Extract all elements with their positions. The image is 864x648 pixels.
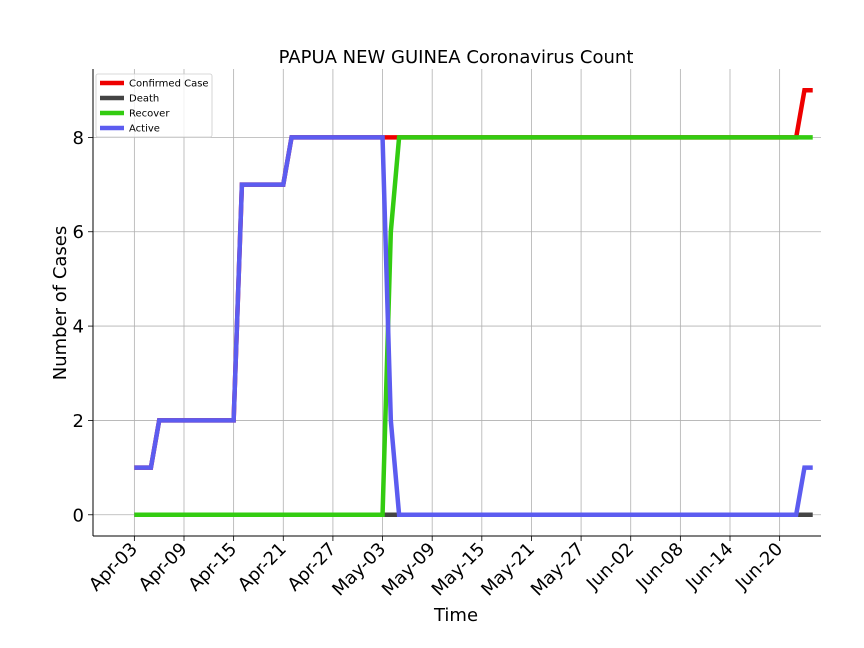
y-tick-label: 8 bbox=[73, 128, 84, 149]
x-tick-label: Apr-21 bbox=[234, 539, 291, 596]
y-tick-label: 4 bbox=[73, 317, 84, 338]
x-tick-label: Jun-14 bbox=[681, 539, 737, 595]
legend-label: Confirmed Case bbox=[129, 79, 209, 90]
x-tick-label: Jun-08 bbox=[632, 539, 688, 595]
legend-label: Death bbox=[129, 94, 159, 105]
y-axis-label: Number of Cases bbox=[50, 226, 71, 381]
chart-title: PAPUA NEW GUINEA Coronavirus Count bbox=[279, 47, 634, 68]
x-tick-label: May-27 bbox=[527, 539, 589, 601]
series-line-recover bbox=[134, 135, 813, 518]
series-line-active bbox=[134, 135, 813, 518]
legend-box bbox=[95, 73, 213, 138]
x-tick-label: Apr-15 bbox=[184, 539, 241, 596]
legend-label: Recover bbox=[129, 109, 170, 120]
x-tick-label: Jun-02 bbox=[582, 539, 638, 595]
x-tick-label: Apr-03 bbox=[85, 539, 142, 596]
x-tick-label: May-09 bbox=[378, 539, 440, 601]
x-tick-label: Jun-20 bbox=[731, 539, 787, 595]
x-tick-label: May-03 bbox=[328, 539, 390, 601]
axes bbox=[92, 69, 821, 537]
y-tick-label: 0 bbox=[73, 505, 84, 526]
x-axis-label: Time bbox=[433, 605, 478, 626]
x-tick-label: May-15 bbox=[428, 539, 490, 601]
y-tick-label: 2 bbox=[73, 411, 84, 432]
y-tick-label: 6 bbox=[73, 222, 84, 243]
series-layer bbox=[134, 87, 813, 518]
legend: Confirmed Case Death Recover Active bbox=[95, 73, 213, 138]
x-tick-label: May-21 bbox=[477, 539, 539, 601]
legend-label: Active bbox=[129, 124, 160, 135]
x-tick-label: Apr-09 bbox=[135, 539, 192, 596]
